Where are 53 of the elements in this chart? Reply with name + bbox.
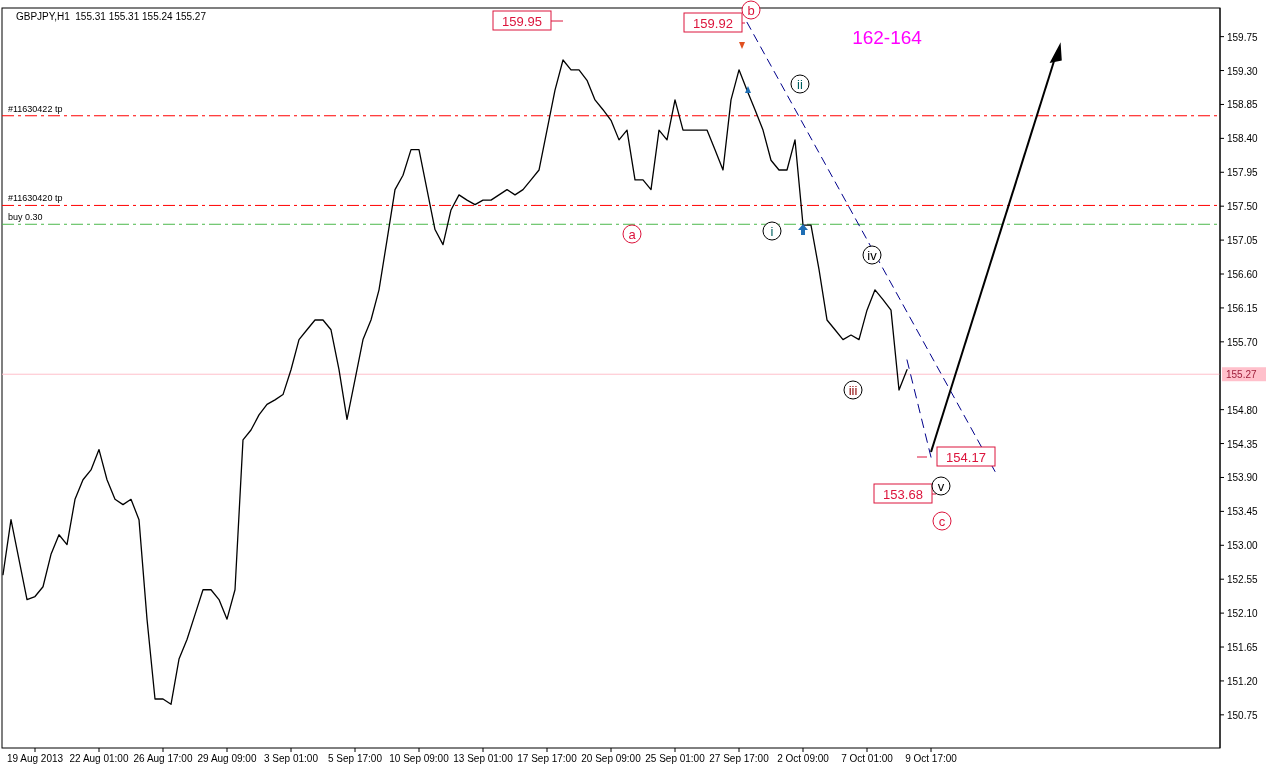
y-tick-label: 157.50	[1227, 201, 1259, 213]
x-tick-label: 22 Aug 01:00	[69, 753, 129, 764]
ref-line-label: #11630420 tp	[8, 193, 63, 204]
x-tick-label: 27 Sep 17:00	[709, 753, 770, 764]
ref-line-label: #11630422 tp	[8, 103, 63, 114]
y-tick-label: 154.80	[1227, 404, 1259, 416]
ref-line-label: 155.27	[1226, 369, 1258, 381]
y-tick-label: 150.75	[1227, 709, 1259, 721]
annotation: iv	[867, 248, 878, 263]
y-tick-label: 153.00	[1227, 540, 1259, 552]
y-tick-label: 157.05	[1227, 235, 1259, 247]
x-tick-label: 19 Aug 2013	[6, 753, 64, 764]
annotation: ii	[797, 77, 803, 92]
annotation: b	[747, 3, 755, 18]
y-tick-label: 159.30	[1227, 65, 1259, 77]
x-tick-label: 29 Aug 09:00	[197, 753, 257, 764]
y-tick-label: 154.35	[1227, 438, 1259, 450]
x-tick-label: 7 Oct 01:00	[841, 753, 894, 764]
x-tick-label: 10 Sep 09:00	[389, 753, 450, 764]
y-tick-label: 158.85	[1227, 99, 1259, 111]
y-tick-label: 155.70	[1227, 336, 1259, 348]
y-tick-label: 152.10	[1227, 608, 1259, 620]
x-tick-label: 9 Oct 17:00	[905, 753, 958, 764]
annotation: 154.17	[946, 450, 986, 465]
y-tick-label: 156.15	[1227, 302, 1259, 314]
annotation: c	[938, 514, 946, 529]
y-tick-label: 152.55	[1227, 574, 1259, 586]
ref-line-label: buy 0.30	[8, 212, 43, 223]
annotation: 159.95	[502, 14, 542, 29]
annotation: a	[628, 227, 637, 242]
chart-title: GBPJPY,H1 155.31 155.31 155.24 155.27	[16, 11, 207, 22]
x-tick-label: 26 Aug 17:00	[133, 753, 193, 764]
annotation: iii	[848, 383, 858, 398]
y-tick-label: 151.20	[1227, 675, 1259, 687]
y-tick-label: 157.95	[1227, 167, 1259, 179]
y-tick-label: 151.65	[1227, 642, 1259, 654]
y-tick-label: 153.45	[1227, 506, 1259, 518]
annotation: 159.92	[693, 16, 733, 31]
y-tick-label: 156.60	[1227, 269, 1259, 281]
x-tick-label: 13 Sep 01:00	[453, 753, 514, 764]
y-tick-label: 158.40	[1227, 133, 1259, 145]
x-tick-label: 5 Sep 17:00	[328, 753, 383, 764]
y-tick-label: 153.90	[1227, 472, 1259, 484]
x-tick-label: 25 Sep 01:00	[645, 753, 706, 764]
x-tick-label: 20 Sep 09:00	[581, 753, 642, 764]
annotation: v	[937, 479, 945, 494]
annotation: i	[770, 224, 774, 239]
annotation: 162-164	[852, 27, 923, 48]
x-tick-label: 2 Oct 09:00	[777, 753, 830, 764]
y-tick-label: 159.75	[1227, 31, 1259, 43]
x-tick-label: 17 Sep 17:00	[517, 753, 578, 764]
x-tick-label: 3 Sep 01:00	[264, 753, 319, 764]
annotation: 153.68	[883, 487, 923, 502]
